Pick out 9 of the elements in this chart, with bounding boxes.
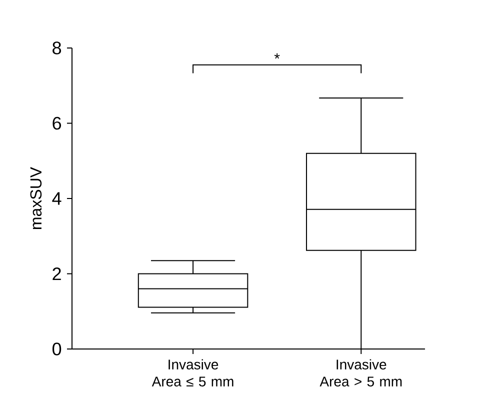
y-tick-label: 8 [52, 42, 62, 54]
x-tick-label: Invasive Area ≤ 5 mm [152, 359, 234, 386]
x-tick-label: Invasive Area > 5 mm [320, 359, 402, 386]
annotation: * [274, 53, 280, 59]
y-tick-label: 6 [52, 116, 62, 130]
y-tick-label: 0 [52, 342, 62, 356]
y-axis-title: maxSUV [30, 167, 42, 229]
y-tick-label: 2 [52, 267, 61, 280]
y-tick-label: 4 [52, 192, 62, 205]
